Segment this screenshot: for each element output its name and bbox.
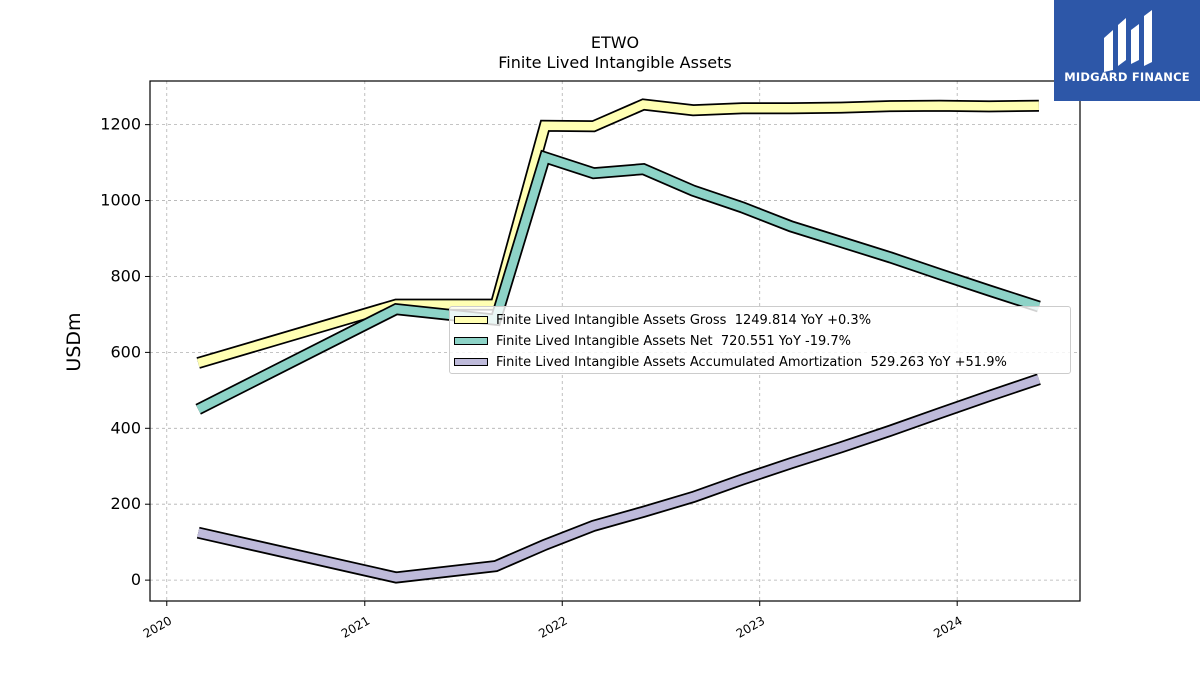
x-tick-label: 2022	[536, 613, 569, 640]
axis-ticks: 0 200 400 600 800 1000 1200 2020 2021 2022 2023 202…	[100, 115, 964, 641]
y-tick-label: 0	[131, 570, 141, 589]
series-outline-2	[196, 373, 1041, 584]
logo-mark-icon	[1104, 10, 1152, 72]
x-tick-label: 2021	[339, 613, 372, 640]
brand-logo: MIDGARD FINANCE	[1054, 0, 1200, 101]
y-tick-label: 400	[110, 418, 141, 437]
y-tick-label: 1200	[100, 115, 141, 134]
legend-item-gross: Finite Lived Intangible Assets Gross 124…	[454, 310, 871, 330]
legend-item-net: Finite Lived Intangible Assets Net 720.5…	[454, 331, 851, 351]
legend-swatch-amortization	[454, 358, 488, 366]
legend-label-net: Finite Lived Intangible Assets Net 720.5…	[496, 333, 852, 349]
series-lines	[195, 98, 1041, 584]
x-tick-label: 2024	[931, 613, 964, 640]
logo-text: MIDGARD FINANCE	[1064, 70, 1190, 84]
y-tick-label: 800	[110, 266, 141, 285]
legend-label-amortization: Finite Lived Intangible Assets Accumulat…	[496, 354, 1007, 370]
chart-subtitle: Finite Lived Intangible Assets	[498, 53, 731, 72]
y-axis-label: USDm	[63, 312, 85, 371]
legend-label-gross: Finite Lived Intangible Assets Gross 124…	[496, 312, 872, 328]
plot-area-frame	[149, 80, 1081, 602]
x-tick-label: 2023	[734, 613, 767, 640]
chart-title: ETWO	[591, 33, 639, 52]
legend-swatch-gross	[454, 316, 488, 324]
y-tick-label: 1000	[100, 191, 141, 210]
y-tick-label: 600	[110, 342, 141, 361]
x-tick-label: 2020	[141, 613, 174, 640]
series-line-2	[197, 375, 1041, 582]
legend-item-amortization: Finite Lived Intangible Assets Accumulat…	[454, 352, 1007, 372]
y-tick-label: 200	[110, 494, 141, 513]
series-line-1	[196, 151, 1041, 414]
chart-legend: Finite Lived Intangible Assets Gross 124…	[449, 306, 1071, 374]
legend-swatch-net	[454, 337, 488, 345]
